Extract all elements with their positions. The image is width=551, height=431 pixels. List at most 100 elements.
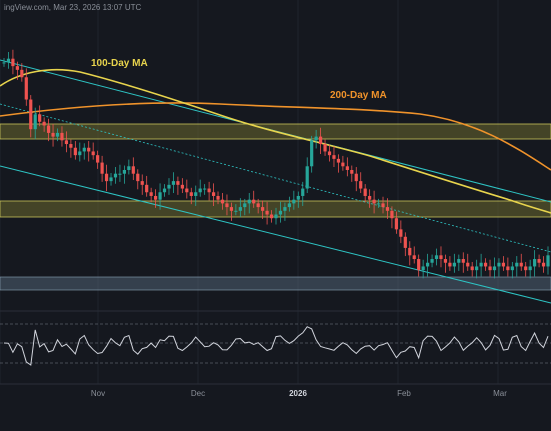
candle-body [372,199,376,204]
candle-body [145,184,149,193]
candle-body [55,132,60,137]
candle-body [515,262,519,267]
candle-body [443,259,448,263]
candle-body [408,247,412,256]
x-tick-label: Mar [493,389,507,398]
candle-body [78,151,82,156]
candle-body [497,262,501,267]
candle-body [519,262,523,267]
candle-body [323,144,327,152]
candle-body [2,62,6,64]
candle-body [149,192,153,196]
candle-body [376,203,381,205]
candle-body [399,229,403,237]
candle-body [136,173,140,182]
candle-body [305,166,309,189]
candle-body [82,147,86,152]
x-tick-label: 2026 [289,389,307,398]
candle-body [100,162,104,174]
candle-body [29,99,33,130]
candle-body [225,203,229,208]
candle-body [457,259,461,263]
candle-body [73,147,77,156]
candle-body [332,155,336,159]
candle-body [154,195,158,200]
candle-body [176,181,180,185]
candle-body [537,259,541,263]
candle-body [283,207,287,211]
candle-body [203,188,207,190]
candle-body [51,132,55,137]
candle-body [20,69,24,78]
watermark: ingView.com, Mar 23, 2026 13:07 UTC [4,3,141,12]
candle-body [470,266,474,271]
candle-body [33,114,37,130]
support-zone [0,276,551,291]
candle-body [278,210,283,215]
candle-body [345,166,349,170]
candle-body [394,218,398,230]
candle-body [430,259,434,263]
candle-body [87,147,91,152]
candle-body [38,114,42,122]
candle-body [359,181,363,189]
candle-body [350,170,354,174]
candle-body [243,203,247,208]
candle-body [434,255,439,260]
candle-body [492,266,497,271]
candle-body [46,125,51,133]
candle-body [91,151,95,156]
candle-body [301,188,305,196]
candle-body [466,262,470,267]
ma-200-label: 200-Day MA [330,90,387,101]
candle-body [11,58,15,67]
candle-body [488,266,492,271]
candle-body [96,155,100,163]
candle-body [296,195,300,200]
candle-body [24,77,28,100]
candle-body [256,203,260,208]
channel-mid-line [0,103,551,253]
candle-body [354,173,358,182]
time-axis: Nov Dec 2026 Feb Mar [91,389,507,398]
candle-body [327,151,332,156]
candle-body [448,262,452,267]
candle-body [541,262,546,267]
candle-body [60,132,64,141]
candle-body [6,58,11,63]
candle-body [475,266,479,271]
candle-body [158,192,162,200]
rsi-line [3,326,549,366]
candle-body [479,262,483,267]
candle-body [274,214,278,219]
candle-body [318,136,323,145]
candle-body [185,188,189,193]
candle-body [69,144,73,148]
candle-body [194,192,198,196]
candle-body [171,181,176,185]
candle-body [510,266,514,271]
x-tick-label: Nov [91,389,105,398]
candle-body [211,192,216,196]
candle-body [403,236,407,248]
candle-body [310,140,314,167]
candle-body [439,255,443,260]
candle-body [140,181,144,185]
candle-body [189,192,193,196]
candle-body [341,162,345,167]
candle-body [104,173,109,182]
candle-body [131,166,135,174]
candle-body [265,210,269,215]
candlestick-series [2,49,550,279]
candle-body [167,184,171,189]
candle-body [42,121,46,126]
candle-body [292,199,296,204]
candle-body [461,259,465,263]
candle-body [412,255,416,260]
channel-lower-line [0,165,551,304]
candle-body [533,259,537,267]
candle-body [426,262,430,267]
candle-body [122,170,126,174]
candle-body [368,195,372,200]
